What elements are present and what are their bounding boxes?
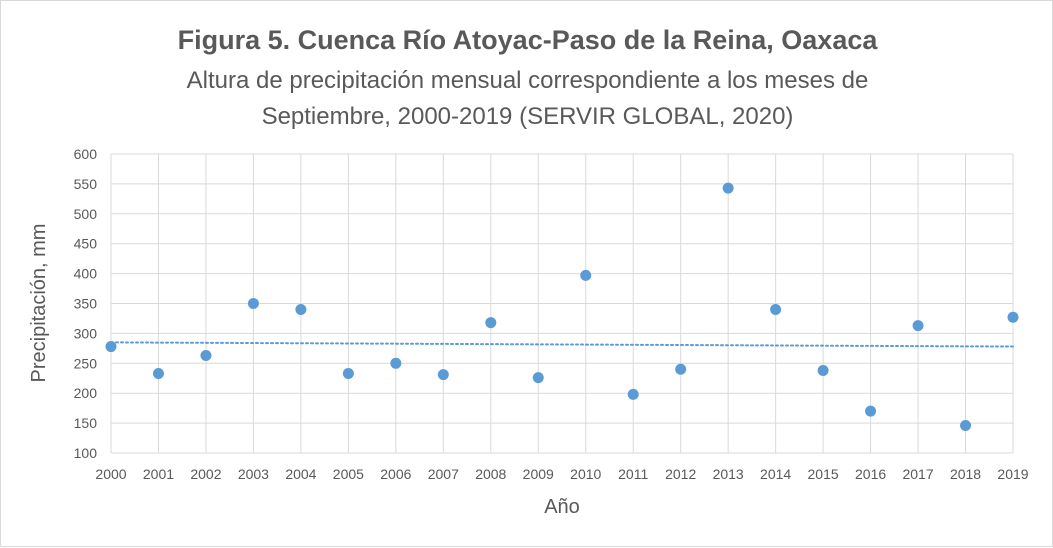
data-point [200, 350, 212, 362]
trendline-group [110, 341, 1014, 348]
y-tick-label: 300 [74, 325, 98, 341]
gridlines [110, 153, 1014, 454]
data-point [152, 367, 164, 379]
x-tick-label: 2017 [902, 466, 933, 482]
x-tick-label: 2008 [475, 466, 506, 482]
data-point [437, 369, 449, 381]
x-tick-label: 2011 [618, 466, 648, 482]
data-point [580, 269, 592, 281]
x-tick-label: 2018 [950, 466, 981, 482]
y-tick-label: 550 [74, 176, 98, 192]
x-tick-label: 2012 [665, 466, 696, 482]
y-tick-label: 250 [74, 355, 98, 371]
data-point [817, 364, 829, 376]
data-point [675, 363, 687, 375]
x-tick-label: 2010 [570, 466, 601, 482]
x-tick-label: 2003 [238, 466, 269, 482]
x-tick-label: 2013 [713, 466, 744, 482]
data-point [295, 303, 307, 315]
data-point [722, 182, 734, 194]
x-tick-labels: 2000 2001 2002 2003 2004 2005 2006 2007 2008 2009… [95, 466, 1028, 482]
y-tick-label: 400 [74, 266, 98, 282]
x-tick-label: 2002 [190, 466, 221, 482]
y-tick-label: 200 [74, 385, 98, 401]
data-point [912, 320, 924, 332]
x-tick-label: 2016 [855, 466, 886, 482]
data-point [627, 388, 639, 400]
data-point [485, 317, 497, 329]
x-tick-label: 2006 [380, 466, 411, 482]
data-point [865, 405, 877, 417]
y-tick-labels: 100 150 200 250 300 350 400 450 500 550 600 [74, 146, 98, 461]
chart-subtitle-line-1: Altura de precipitación mensual correspo… [186, 67, 869, 94]
x-tick-label: 2007 [428, 466, 459, 482]
data-point [532, 372, 544, 384]
x-tick-label: 2000 [95, 466, 126, 482]
chart-title: Figura 5. Cuenca Río Atoyac-Paso de la R… [177, 25, 878, 55]
data-point [1007, 311, 1019, 323]
data-point [390, 357, 402, 369]
data-point [770, 303, 782, 315]
y-tick-label: 450 [74, 236, 98, 252]
y-tick-label: 600 [74, 146, 98, 162]
y-axis-label: Precipitación, mm [28, 224, 50, 383]
y-tick-label: 100 [74, 445, 98, 461]
x-tick-label: 2015 [808, 466, 839, 482]
data-points [105, 182, 1019, 431]
x-tick-label: 2001 [143, 466, 174, 482]
data-point [105, 341, 117, 353]
y-tick-label: 350 [74, 296, 98, 312]
y-tick-label: 150 [74, 415, 98, 431]
data-point [960, 419, 972, 431]
x-tick-label: 2004 [285, 466, 316, 482]
data-point [247, 298, 259, 309]
x-tick-label: 2009 [523, 466, 554, 482]
y-tick-label: 500 [74, 206, 98, 222]
x-tick-label: 2014 [760, 466, 791, 482]
chart-subtitle-line-2: Septiembre, 2000-2019 (SERVIR GLOBAL, 20… [261, 103, 794, 130]
x-axis-label: Año [544, 496, 580, 518]
x-tick-label: 2019 [997, 466, 1028, 482]
x-tick-label: 2005 [333, 466, 364, 482]
trendline [110, 341, 1014, 348]
data-point [342, 367, 354, 379]
